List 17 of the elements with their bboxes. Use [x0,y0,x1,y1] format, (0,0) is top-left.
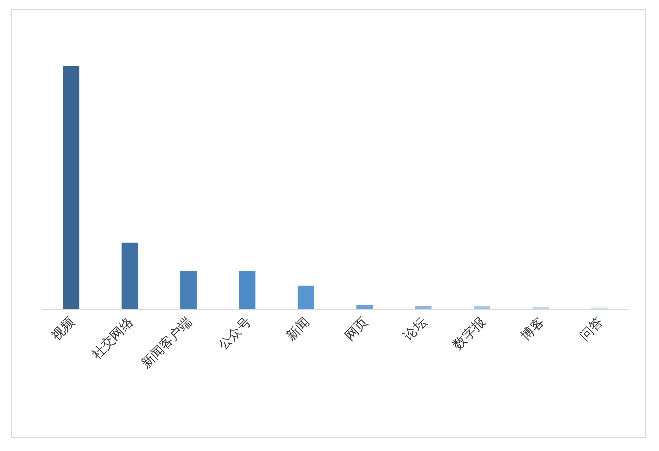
x-tick-label: 论坛 [401,315,430,344]
x-tick-label: 新闻客户端 [138,314,196,372]
x-tick-label: 数字报 [450,314,490,354]
bar [63,66,80,309]
x-tick-label: 新闻 [284,315,313,344]
bar [180,271,197,309]
x-tick-label: 视频 [49,315,78,344]
bar [239,271,256,309]
bar [356,305,374,309]
bar [415,306,432,309]
bar [298,286,314,309]
x-tick-label: 网页 [342,315,372,344]
x-tick-label: 社交网络 [88,314,137,363]
x-tick-label: 公众号 [216,315,254,354]
bar [122,242,138,309]
x-tick-label: 博客 [518,314,548,344]
x-tick-label: 问答 [577,315,606,344]
